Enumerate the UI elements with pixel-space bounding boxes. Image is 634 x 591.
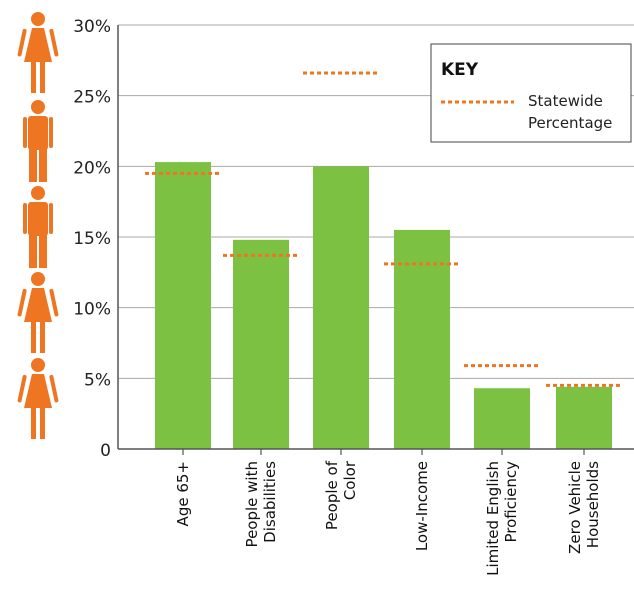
x-tick-label-line: Households	[584, 461, 602, 548]
people-icons	[17, 12, 59, 439]
y-tick-label: 0	[100, 441, 111, 461]
female-figure-icon	[17, 272, 59, 353]
x-tick-label: People with Disabilities	[243, 461, 279, 548]
bar	[155, 162, 211, 450]
y-tick-label: 25%	[73, 88, 111, 108]
legend: KEY Statewide Percentage	[430, 43, 632, 143]
legend-box	[430, 43, 632, 143]
legend-title: KEY	[441, 60, 479, 80]
x-tick-label-line: Zero Vehicle	[566, 461, 584, 554]
x-tick-label-line: People of	[323, 460, 341, 530]
bar	[556, 386, 612, 449]
y-tick-label: 10%	[73, 300, 111, 320]
female-figure-icon	[17, 12, 59, 93]
bars	[155, 162, 612, 450]
x-tick-label-line: People with	[243, 461, 261, 547]
y-tick-label: 20%	[73, 158, 111, 178]
y-tick-label: 15%	[73, 229, 111, 249]
x-tick-label-line: Age 65+	[174, 461, 192, 526]
x-tick-label: People of Color	[323, 460, 359, 530]
legend-label-line-2: Percentage	[528, 114, 612, 132]
y-tick-label: 5%	[84, 370, 111, 390]
bar	[474, 388, 530, 449]
x-tick-label-line: Limited English	[484, 461, 502, 576]
axes	[117, 25, 634, 455]
male-figure-icon	[23, 100, 53, 182]
x-tick-label-line: Disabilities	[261, 461, 279, 543]
x-tick-label: Low-Income	[413, 461, 431, 551]
female-figure-icon	[17, 358, 59, 439]
legend-label-line-1: Statewide	[528, 92, 603, 110]
x-tick-label: Zero Vehicle Households	[566, 461, 602, 554]
y-axis-ticks: 0 5% 10% 15% 20% 25% 30%	[73, 17, 111, 461]
y-tick-label: 30%	[73, 17, 111, 37]
statewide-reference-lines	[145, 71, 622, 387]
x-axis-labels: Age 65+ People with Disabilities People of C…	[174, 460, 602, 576]
x-tick-label-line: Proficiency	[502, 461, 520, 543]
male-figure-icon	[23, 186, 53, 268]
x-tick-label-line: Color	[341, 460, 359, 500]
bar	[394, 229, 450, 449]
bar	[313, 166, 369, 450]
x-tick-label: Limited English Proficiency	[484, 461, 520, 576]
x-tick-label: Age 65+	[174, 461, 192, 526]
bar	[233, 239, 289, 449]
x-tick-label-line: Low-Income	[413, 461, 431, 551]
